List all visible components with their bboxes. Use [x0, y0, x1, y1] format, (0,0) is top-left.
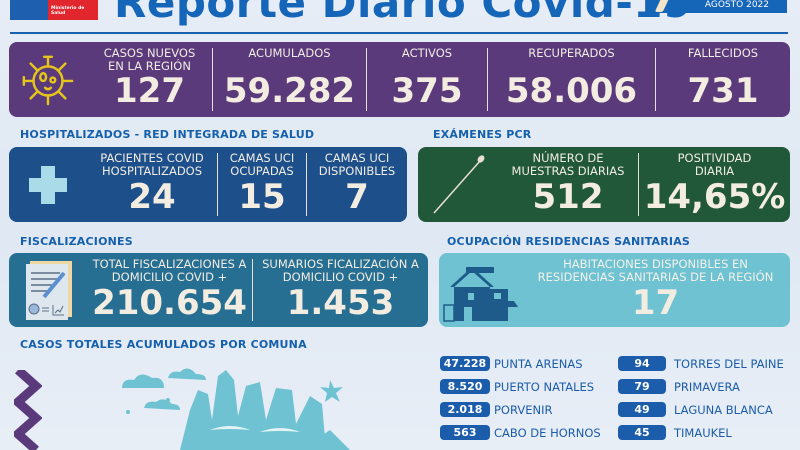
- comuna-item: 563 CABO DE HORNOS: [440, 424, 601, 441]
- page-title: Reporte Diario Covid-19: [114, 0, 693, 27]
- divider: [306, 153, 307, 216]
- hospitalizados-panel: PACIENTES COVID HOSPITALIZADOS 24 CAMAS …: [9, 147, 407, 222]
- comuna-item: 79 PRIMAVERA: [618, 378, 784, 395]
- document-report-icon: [9, 253, 87, 327]
- comuna-count-badge: 8.520: [440, 379, 490, 394]
- pacientes-stat: PACIENTES COVID HOSPITALIZADOS 24: [87, 147, 217, 222]
- uci-disponibles-value: 7: [345, 177, 369, 217]
- sumarios-value: 1.453: [286, 283, 395, 323]
- mountains-illustration-icon: [100, 360, 400, 450]
- swab-icon: [418, 147, 498, 222]
- zigzag-decoration-icon: [14, 370, 42, 450]
- comuna-count-badge: 2.018: [440, 402, 490, 417]
- ministerio-salud-logo: Ministerio de Salud: [10, 0, 98, 20]
- comuna-name: PORVENIR: [494, 402, 553, 417]
- fallecidos-label: FALLECIDOS: [687, 46, 759, 60]
- comuna-name: TIMAUKEL: [674, 425, 732, 440]
- acumulados-label: ACUMULADOS: [248, 46, 331, 60]
- recuperados-label: RECUPERADOS: [528, 46, 615, 60]
- casos-nuevos-value: 127: [114, 71, 185, 111]
- casos-nuevos-stat: CASOS NUEVOS EN LA REGIÓN 127: [87, 42, 212, 117]
- comuna-name: TORRES DEL PAINE: [674, 356, 784, 371]
- comuna-item: 8.520 PUERTO NATALES: [440, 378, 601, 395]
- muestras-value: 512: [532, 177, 604, 217]
- casos-nuevos-label: CASOS NUEVOS EN LA REGIÓN: [103, 46, 196, 73]
- divider: [487, 48, 488, 111]
- date-text: AGOSTO 2022: [704, 0, 769, 10]
- slash-decoration-icon: [654, 0, 670, 12]
- header-divider: [10, 32, 788, 34]
- comuna-count-badge: 47.228: [440, 356, 490, 371]
- positividad-label: POSITIVIDAD DIARIA: [677, 151, 752, 178]
- comuna-name: CABO DE HORNOS: [494, 425, 601, 440]
- comuna-item: 49 LAGUNA BLANCA: [618, 401, 784, 418]
- logo-text: Ministerio de Salud: [48, 0, 98, 20]
- sumarios-label: SUMARIOS FICALIZACIÓN A DOMICILIO COVID …: [262, 257, 419, 284]
- divider: [212, 48, 213, 111]
- date-badge: AGOSTO 2022: [652, 0, 787, 13]
- comuna-name: PUNTA ARENAS: [494, 356, 583, 371]
- uci-ocupadas-label: CAMAS UCI OCUPADAS: [229, 151, 295, 178]
- fiscalizaciones-panel: TOTAL FISCALIZACIONES A DOMICILIO COVID …: [9, 253, 428, 327]
- summary-panel: CASOS NUEVOS EN LA REGIÓN 127 ACUMULADOS…: [9, 42, 790, 117]
- pcr-panel: NÚMERO DE MUESTRAS DIARIAS 512 POSITIVID…: [418, 147, 790, 222]
- divider: [655, 48, 656, 111]
- comuna-count-badge: 49: [618, 402, 666, 417]
- muestras-stat: NÚMERO DE MUESTRAS DIARIAS 512: [498, 147, 638, 222]
- divider: [217, 153, 218, 216]
- divider: [252, 259, 253, 321]
- positividad-value: 14,65%: [643, 177, 786, 217]
- uci-disponibles-stat: CAMAS UCI DISPONIBLES 7: [307, 147, 407, 222]
- total-fiscalizaciones-value: 210.654: [92, 283, 247, 323]
- pcr-title: EXÁMENES PCR: [433, 128, 532, 141]
- total-fiscalizaciones-stat: TOTAL FISCALIZACIONES A DOMICILIO COVID …: [87, 253, 252, 327]
- divider: [366, 48, 367, 111]
- virus-icon: [9, 42, 87, 117]
- recuperados-stat: RECUPERADOS 58.006: [488, 42, 655, 117]
- pacientes-label: PACIENTES COVID HOSPITALIZADOS: [100, 151, 204, 178]
- comuna-item: 2.018 PORVENIR: [440, 401, 601, 418]
- fallecidos-stat: FALLECIDOS 731: [656, 42, 790, 117]
- positividad-stat: POSITIVIDAD DIARIA 14,65%: [639, 147, 790, 222]
- hospitalizados-title: HOSPITALIZADOS - RED INTEGRADA DE SALUD: [20, 128, 315, 141]
- comuna-item: 47.228 PUNTA ARENAS: [440, 355, 601, 372]
- muestras-label: NÚMERO DE MUESTRAS DIARIAS: [511, 151, 625, 178]
- comuna-name: PUERTO NATALES: [494, 379, 595, 394]
- comuna-item: 94 TORRES DEL PAINE: [618, 355, 784, 372]
- medical-cross-icon: [9, 147, 87, 222]
- comuna-count-badge: 94: [618, 356, 666, 371]
- acumulados-stat: ACUMULADOS 59.282: [213, 42, 366, 117]
- comuna-item: 45 TIMAUKEL: [618, 424, 784, 441]
- residencias-panel: HABITACIONES DISPONIBLES EN RESIDENCIAS …: [439, 253, 790, 327]
- activos-value: 375: [391, 71, 463, 111]
- habitaciones-stat: HABITACIONES DISPONIBLES EN RESIDENCIAS …: [521, 253, 790, 327]
- comunas-title: CASOS TOTALES ACUMULADOS POR COMUNA: [20, 338, 307, 351]
- comuna-name: LAGUNA BLANCA: [674, 402, 773, 417]
- total-fiscalizaciones-label: TOTAL FISCALIZACIONES A DOMICILIO COVID …: [92, 257, 247, 284]
- habitaciones-value: 17: [631, 283, 680, 323]
- comunas-list-right: 94 TORRES DEL PAINE 79 PRIMAVERA 49 LAGU…: [618, 355, 784, 441]
- uci-ocupadas-value: 15: [238, 177, 286, 217]
- comuna-count-badge: 45: [618, 425, 666, 440]
- house-icon: [439, 253, 521, 327]
- acumulados-value: 59.282: [223, 71, 356, 111]
- logo-blue-block: [10, 0, 48, 20]
- comuna-count-badge: 79: [618, 379, 666, 394]
- divider: [638, 153, 639, 216]
- recuperados-value: 58.006: [505, 71, 638, 111]
- sumarios-stat: SUMARIOS FICALIZACIÓN A DOMICILIO COVID …: [253, 253, 428, 327]
- uci-ocupadas-stat: CAMAS UCI OCUPADAS 15: [218, 147, 306, 222]
- comuna-count-badge: 563: [440, 425, 490, 440]
- activos-label: ACTIVOS: [401, 46, 453, 60]
- comuna-name: PRIMAVERA: [674, 379, 740, 394]
- pacientes-value: 24: [128, 177, 176, 217]
- comunas-list-left: 47.228 PUNTA ARENAS 8.520 PUERTO NATALES…: [440, 355, 601, 441]
- fiscalizaciones-title: FISCALIZACIONES: [20, 235, 133, 248]
- uci-disponibles-label: CAMAS UCI DISPONIBLES: [318, 151, 396, 178]
- residencias-title: OCUPACIÓN RESIDENCIAS SANITARIAS: [447, 235, 691, 248]
- fallecidos-value: 731: [687, 71, 759, 111]
- activos-stat: ACTIVOS 375: [367, 42, 487, 117]
- habitaciones-label: HABITACIONES DISPONIBLES EN RESIDENCIAS …: [537, 257, 774, 284]
